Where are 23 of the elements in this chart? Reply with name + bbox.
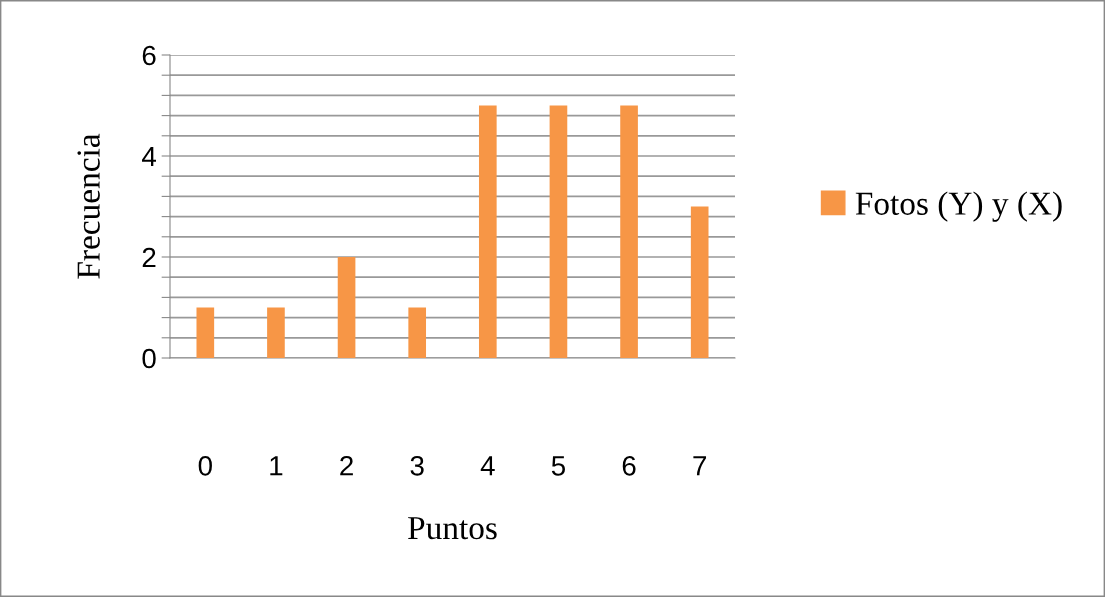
x-tick-label: 2 [340,455,353,476]
y-tick-label: 6 [142,45,156,66]
x-tick-label: 7 [693,456,707,476]
bar [478,105,497,358]
legend-label: Fotos (Y) y (X) [855,191,1062,222]
bar [549,105,568,358]
y-tick-label: 2 [142,247,156,268]
x-tick-label: 0 [198,455,212,476]
bar [196,307,215,358]
y-tick-label: 4 [142,146,156,167]
bar [337,257,356,358]
x-tick-label: 6 [622,455,636,476]
y-tick-label: 0 [142,348,156,369]
bar [267,307,285,358]
x-axis-title: Puntos [408,517,497,540]
bar [690,206,709,358]
y-axis-title: Frecuencia [77,133,100,279]
bar [620,105,638,358]
bar [408,307,427,358]
x-tick-label: 4 [480,456,495,476]
x-tick-label: 3 [410,455,424,476]
x-tick-label: 5 [551,456,565,476]
x-tick-label: 1 [270,456,283,476]
